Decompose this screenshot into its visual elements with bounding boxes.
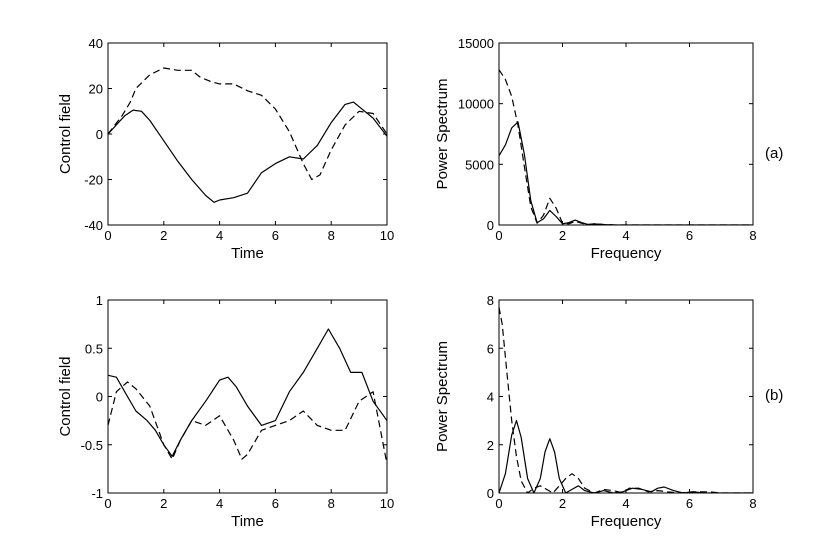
a-time-y-tick-label: 40 bbox=[89, 36, 103, 51]
b-time-y-tick-label: 0 bbox=[96, 390, 103, 405]
a-frequency-x-tick-label: 2 bbox=[559, 228, 566, 243]
a-frequency-plot-frame bbox=[498, 42, 754, 226]
b-time-x-tick-label: 6 bbox=[272, 496, 279, 511]
a-time-y-tick-label: -20 bbox=[84, 173, 103, 188]
a-frequency-y-tick-label: 5000 bbox=[465, 157, 494, 172]
a-time-y-tick-label: 20 bbox=[89, 82, 103, 97]
a-time-x-tick-label: 0 bbox=[104, 228, 111, 243]
plot-a-time: 0 2 4 6 8 10 -40 -20 0 20 40 Time Control field bbox=[57, 36, 394, 262]
b-time-x-tick-label: 10 bbox=[380, 496, 394, 511]
b-frequency-y-tick-label: 0 bbox=[487, 486, 494, 501]
b-frequency-plot-frame bbox=[498, 299, 754, 494]
b-frequency-x-tick-label: 0 bbox=[495, 496, 502, 511]
b-frequency-y-axis-label: Power Spectrum bbox=[434, 341, 451, 452]
a-time-series-solid bbox=[108, 101, 387, 203]
a-time-plot-frame bbox=[107, 42, 388, 226]
a-frequency-x-tick-label: 8 bbox=[749, 228, 756, 243]
a-frequency-x-axis-label: Frequency bbox=[591, 245, 662, 262]
a-frequency-y-tick-label: 15000 bbox=[458, 36, 494, 51]
a-time-y-axis-label: Control field bbox=[57, 94, 74, 174]
a-time-x-tick-label: 4 bbox=[216, 228, 223, 243]
a-frequency-y-tick-label: 10000 bbox=[458, 97, 494, 112]
b-frequency-y-tick-label: 6 bbox=[487, 341, 494, 356]
a-time-x-tick-label: 6 bbox=[272, 228, 279, 243]
a-frequency-y-axis-label: Power Spectrum bbox=[434, 79, 451, 190]
b-frequency-x-axis-label: Frequency bbox=[591, 513, 662, 530]
panel-label-b: (b) bbox=[765, 387, 783, 404]
b-frequency-x-tick-label: 6 bbox=[686, 496, 693, 511]
b-time-x-axis-label: Time bbox=[231, 513, 264, 530]
b-frequency-series-solid bbox=[499, 420, 753, 493]
a-frequency-x-tick-label: 6 bbox=[686, 228, 693, 243]
b-time-x-tick-label: 0 bbox=[104, 496, 111, 511]
b-time-y-tick-label: 1 bbox=[96, 293, 103, 308]
plot-b-frequency: 0 2 4 6 8 0 2 4 6 8 Frequency Power Spectrum bbox=[434, 293, 757, 530]
b-frequency-x-tick-label: 2 bbox=[559, 496, 566, 511]
b-time-plot-frame bbox=[107, 299, 388, 494]
b-frequency-x-tick-label: 4 bbox=[622, 496, 629, 511]
a-frequency-series-dashed bbox=[499, 69, 753, 225]
a-time-x-tick-label: 2 bbox=[160, 228, 167, 243]
a-frequency-y-tick-label: 0 bbox=[487, 218, 494, 233]
plot-b-time: 0 2 4 6 8 10 -1 -0.5 0 0.5 1 Time Control field bbox=[57, 293, 394, 530]
a-time-x-axis-label: Time bbox=[231, 245, 264, 262]
b-time-y-axis-label: Control field bbox=[57, 356, 74, 436]
b-time-y-tick-label: -0.5 bbox=[81, 438, 103, 453]
b-frequency-y-tick-label: 2 bbox=[487, 438, 494, 453]
a-time-x-tick-label: 8 bbox=[328, 228, 335, 243]
b-time-series-dashed bbox=[108, 381, 387, 465]
a-time-y-tick-label: 0 bbox=[96, 127, 103, 142]
b-frequency-series-dashed bbox=[499, 307, 753, 493]
b-time-x-tick-label: 4 bbox=[216, 496, 223, 511]
a-frequency-series-solid bbox=[499, 121, 753, 225]
b-frequency-y-tick-label: 8 bbox=[487, 293, 494, 308]
b-time-x-tick-label: 2 bbox=[160, 496, 167, 511]
b-frequency-x-tick-label: 8 bbox=[749, 496, 756, 511]
b-time-y-tick-label: -1 bbox=[91, 486, 103, 501]
a-time-series-dashed bbox=[108, 67, 387, 181]
b-time-x-tick-label: 8 bbox=[328, 496, 335, 511]
b-frequency-y-tick-label: 4 bbox=[487, 390, 494, 405]
a-time-x-tick-label: 10 bbox=[380, 228, 394, 243]
plot-a-frequency: 0 2 4 6 8 0 5000 10000 15000 Frequency Power Spect… bbox=[434, 36, 757, 262]
a-frequency-x-tick-label: 4 bbox=[622, 228, 629, 243]
a-frequency-x-tick-label: 0 bbox=[495, 228, 502, 243]
b-time-y-tick-label: 0.5 bbox=[85, 341, 103, 356]
a-time-y-tick-label: -40 bbox=[84, 218, 103, 233]
b-time-series-solid bbox=[108, 328, 387, 457]
panel-label-a: (a) bbox=[765, 145, 783, 162]
